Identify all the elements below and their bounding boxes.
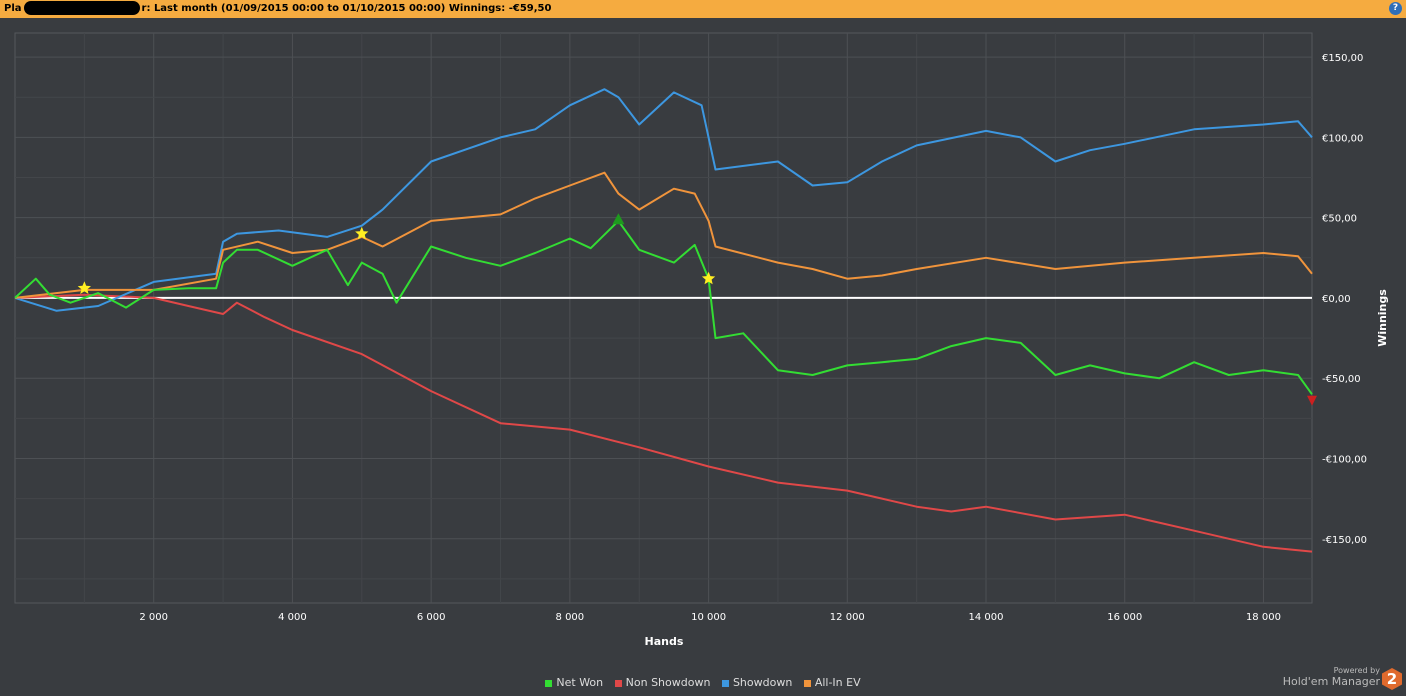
branding: Powered by Hold'em Manager (1283, 666, 1380, 688)
redacted-player-name (23, 1, 140, 15)
winnings-value: -€59,50 (508, 3, 552, 14)
y-axis-ticks: €150,00 €100,00 €50,00 €0,00 -€50,00 -€100,00… (1322, 53, 1367, 546)
player-prefix: Pla (4, 3, 22, 14)
x-tick-label: 4 000 (278, 612, 307, 623)
player-suffix: r: (141, 3, 151, 14)
legend-item-allin-ev[interactable]: All-In EV (803, 676, 861, 689)
hem-logo-icon: 2 (1382, 668, 1402, 690)
powered-by-text: Powered by (1333, 666, 1380, 675)
chart: 2 000 4 000 6 000 8 000 10 000 12 000 14 000 16… (14, 32, 1389, 648)
legend-item-showdown[interactable]: Showdown (721, 676, 793, 689)
y-tick-label: €100,00 (1322, 133, 1363, 144)
marker-star (77, 281, 91, 294)
marker-triangle-up (612, 213, 625, 225)
legend-label: Showdown (732, 676, 793, 689)
y-tick-label: €150,00 (1322, 53, 1363, 64)
series-line-all-in-ev (14, 171, 1313, 299)
marker-star (701, 271, 716, 285)
y-tick-label: -€150,00 (1322, 535, 1367, 546)
header-bar: Pla r: Last month (01/09/2015 00:00 to 01… (0, 0, 1406, 18)
legend-item-net-won[interactable]: Net Won (545, 676, 603, 689)
x-tick-label: 18 000 (1246, 612, 1281, 623)
plot-area (14, 32, 1313, 604)
y-tick-label: -€100,00 (1322, 454, 1367, 465)
grid (15, 33, 1312, 603)
product-name: Hold'em Manager (1282, 675, 1380, 688)
legend-swatch (803, 679, 811, 687)
legend-label: Net Won (556, 676, 604, 689)
legend-swatch (545, 679, 553, 687)
legend-label: Non Showdown (625, 676, 711, 689)
marker-triangle-down (1307, 395, 1317, 406)
marker-star (355, 226, 369, 240)
y-axis-label: Winnings (1376, 289, 1389, 347)
y-tick-label: €50,00 (1322, 214, 1357, 225)
x-tick-label: 12 000 (830, 612, 865, 623)
x-tick-label: 8 000 (556, 612, 585, 623)
legend-swatch (614, 679, 622, 687)
x-tick-label: 6 000 (417, 612, 446, 623)
x-axis-ticks: 2 000 4 000 6 000 8 000 10 000 12 000 14 000 16… (139, 612, 1281, 623)
series-line-non-showdown (14, 293, 1313, 553)
x-tick-label: 2 000 (139, 612, 168, 623)
winnings-label: Winnings: (448, 3, 506, 14)
series-group (14, 88, 1313, 553)
x-tick-label: 10 000 (691, 612, 726, 623)
legend-label: All-In EV (814, 676, 861, 689)
x-tick-label: 16 000 (1107, 612, 1142, 623)
x-tick-label: 14 000 (969, 612, 1004, 623)
y-tick-label: -€50,00 (1322, 374, 1361, 385)
help-icon[interactable]: ? (1389, 2, 1402, 15)
markers-group (77, 213, 1317, 406)
legend-item-non-showdown[interactable]: Non Showdown (614, 676, 711, 689)
legend-swatch (721, 679, 729, 687)
period-label: Last month (01/09/2015 00:00 to 01/10/20… (153, 3, 446, 14)
y-tick-label: €0,00 (1322, 294, 1351, 305)
x-axis-label: Hands (645, 635, 684, 648)
series-line-showdown (14, 88, 1313, 312)
legend: Net Won Non Showdown Showdown All-In EV (0, 676, 1406, 689)
series-line-net-won (14, 219, 1313, 395)
